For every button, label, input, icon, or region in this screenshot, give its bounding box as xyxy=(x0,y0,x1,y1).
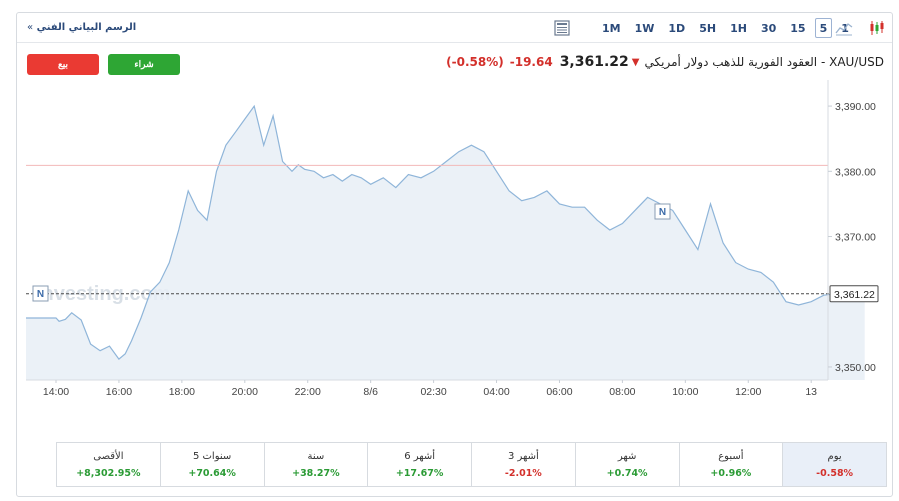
performance-period: شهر xyxy=(617,451,637,462)
performance-value: +70.64% xyxy=(188,468,236,479)
performance-value: +0.96% xyxy=(710,468,752,479)
performance-period: أسبوع xyxy=(718,451,744,462)
timeframe-1w[interactable]: 1W xyxy=(634,22,655,35)
performance-period: 5 سنوات xyxy=(192,451,232,462)
change-value: -19.64 xyxy=(509,55,553,69)
performance-value: +38.27% xyxy=(292,468,340,479)
performance-period: يوم xyxy=(827,451,842,462)
breadcrumb[interactable]: الرسم البياني الفني » xyxy=(24,22,136,33)
last-price: 3,361.22 xyxy=(559,54,629,70)
quote-line: (-0.58%) -19.64 3,361.22 ▼ XAU/USD - الع… xyxy=(446,51,884,73)
timeframe-1m[interactable]: 1M xyxy=(602,22,621,35)
timeframe-1d[interactable]: 1D xyxy=(668,22,686,35)
performance-cell[interactable]: 3 أشهر -2.01% xyxy=(472,443,576,486)
sell-button[interactable]: بيع xyxy=(27,54,99,75)
performance-value: -2.01% xyxy=(504,468,542,479)
timeframe-15[interactable]: 15 xyxy=(790,22,806,35)
breadcrumb-arrow: » xyxy=(27,22,34,33)
performance-table: الأقصى +8,302.95% 5 سنوات +70.64% سنة +38.27%… xyxy=(56,442,887,487)
timeframe-selector: 1M 1W 1D 5H 1H 30 15 5 1 xyxy=(595,18,856,38)
breadcrumb-label[interactable]: الرسم البياني الفني xyxy=(36,22,137,33)
chart-widget: الرسم البياني الفني » 1M 1W 1D 5H 1H 30 15 5 1 ب… xyxy=(16,12,893,497)
change-percent: (-0.58%) xyxy=(446,55,504,69)
performance-period: الأقصى xyxy=(93,451,124,462)
performance-cell[interactable]: 5 سنوات +70.64% xyxy=(161,443,265,486)
performance-cell[interactable]: 6 أشهر +17.67% xyxy=(368,443,472,486)
performance-cell[interactable]: شهر +0.74% xyxy=(576,443,680,486)
timeframe-5h[interactable]: 5H xyxy=(699,22,717,35)
performance-value: +17.67% xyxy=(395,468,444,479)
performance-period: 6 أشهر xyxy=(404,451,436,462)
timeframe-5[interactable]: 5 xyxy=(814,18,833,38)
performance-cell[interactable]: أسبوع +0.96% xyxy=(680,443,784,486)
down-arrow-icon: ▼ xyxy=(631,56,640,68)
performance-cell[interactable]: الأقصى +8,302.95% xyxy=(57,443,161,486)
candlestick-icon[interactable] xyxy=(868,19,886,37)
performance-cell[interactable]: يوم -0.58% xyxy=(783,443,886,486)
performance-period: 3 أشهر xyxy=(507,451,539,462)
performance-value: +8,302.95% xyxy=(76,468,141,479)
performance-value: +0.74% xyxy=(606,468,648,479)
chart-toolbar: الرسم البياني الفني » 1M 1W 1D 5H 1H 30 15 5 1 xyxy=(17,13,892,43)
performance-value: -0.58% xyxy=(816,468,854,479)
performance-cell[interactable]: سنة +38.27% xyxy=(265,443,369,486)
area-chart-icon[interactable] xyxy=(835,19,853,37)
timeframe-1h[interactable]: 1H xyxy=(730,22,747,35)
buy-button[interactable]: شراء xyxy=(108,54,180,75)
timeframe-30[interactable]: 30 xyxy=(760,22,777,35)
table-view-icon[interactable] xyxy=(553,19,571,37)
instrument-name: XAU/USD - العقود الفورية للذهب دولار أمر… xyxy=(644,55,884,69)
performance-period: سنة xyxy=(307,451,325,462)
